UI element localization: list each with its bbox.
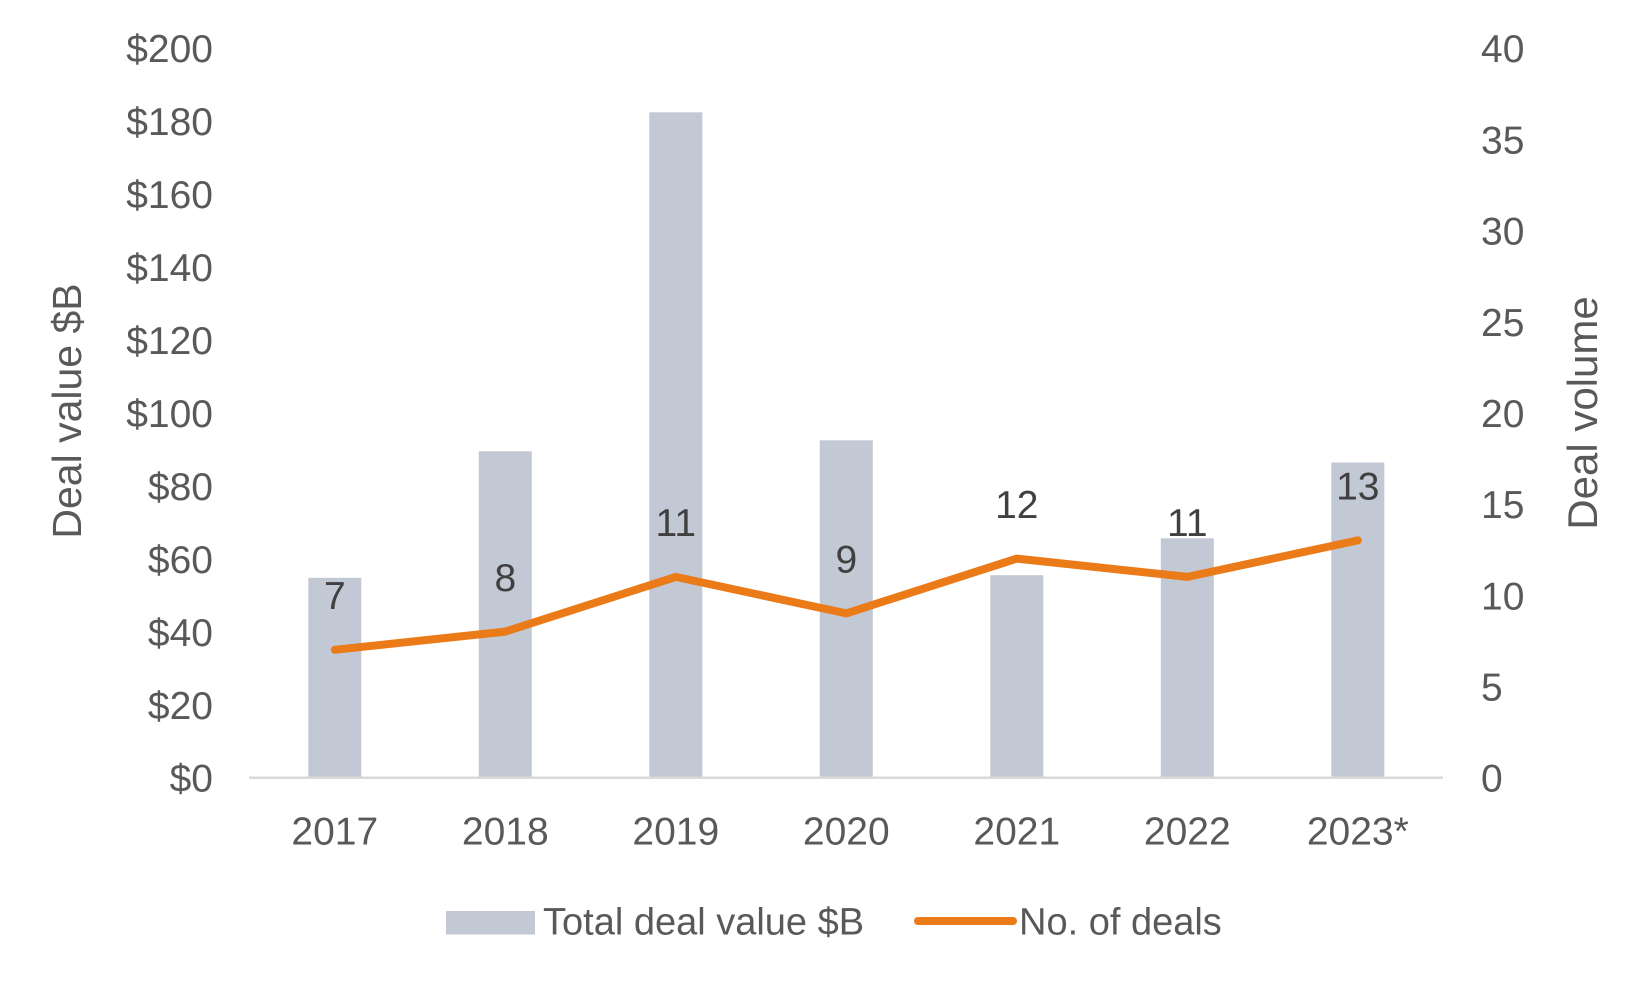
svg-text:$60: $60 <box>148 539 213 582</box>
svg-text:13: 13 <box>1336 466 1379 509</box>
svg-text:$140: $140 <box>126 247 213 290</box>
svg-text:30: 30 <box>1481 211 1524 254</box>
svg-text:$0: $0 <box>170 758 213 801</box>
svg-text:25: 25 <box>1481 302 1524 345</box>
svg-text:$40: $40 <box>148 612 213 655</box>
svg-text:Deal volume: Deal volume <box>1559 296 1606 529</box>
svg-text:2019: 2019 <box>632 811 719 854</box>
svg-text:$200: $200 <box>126 28 213 71</box>
svg-text:2023*: 2023* <box>1307 811 1409 854</box>
svg-text:$120: $120 <box>126 320 213 363</box>
svg-text:Total deal value $B: Total deal value $B <box>543 902 864 944</box>
svg-text:$80: $80 <box>148 466 213 509</box>
svg-text:11: 11 <box>1167 502 1208 545</box>
svg-text:No. of deals: No. of deals <box>1019 902 1222 944</box>
svg-text:$180: $180 <box>126 101 213 144</box>
svg-text:0: 0 <box>1481 758 1503 801</box>
svg-text:15: 15 <box>1481 484 1524 527</box>
svg-text:10: 10 <box>1481 575 1524 618</box>
svg-text:11: 11 <box>656 502 697 545</box>
svg-text:5: 5 <box>1481 667 1503 710</box>
svg-text:$160: $160 <box>126 174 213 217</box>
svg-text:2018: 2018 <box>462 811 549 854</box>
svg-text:2020: 2020 <box>803 811 890 854</box>
svg-text:2017: 2017 <box>291 811 378 854</box>
svg-text:2022: 2022 <box>1144 811 1231 854</box>
svg-text:35: 35 <box>1481 119 1524 162</box>
svg-text:$100: $100 <box>126 393 213 436</box>
svg-text:9: 9 <box>835 539 857 582</box>
svg-text:7: 7 <box>324 575 346 618</box>
svg-text:40: 40 <box>1481 28 1524 71</box>
svg-text:8: 8 <box>494 557 516 600</box>
svg-text:2021: 2021 <box>973 811 1060 854</box>
svg-text:$20: $20 <box>148 685 213 728</box>
svg-text:12: 12 <box>995 484 1038 527</box>
svg-text:Deal value $B: Deal value $B <box>44 283 90 538</box>
svg-text:20: 20 <box>1481 393 1524 436</box>
